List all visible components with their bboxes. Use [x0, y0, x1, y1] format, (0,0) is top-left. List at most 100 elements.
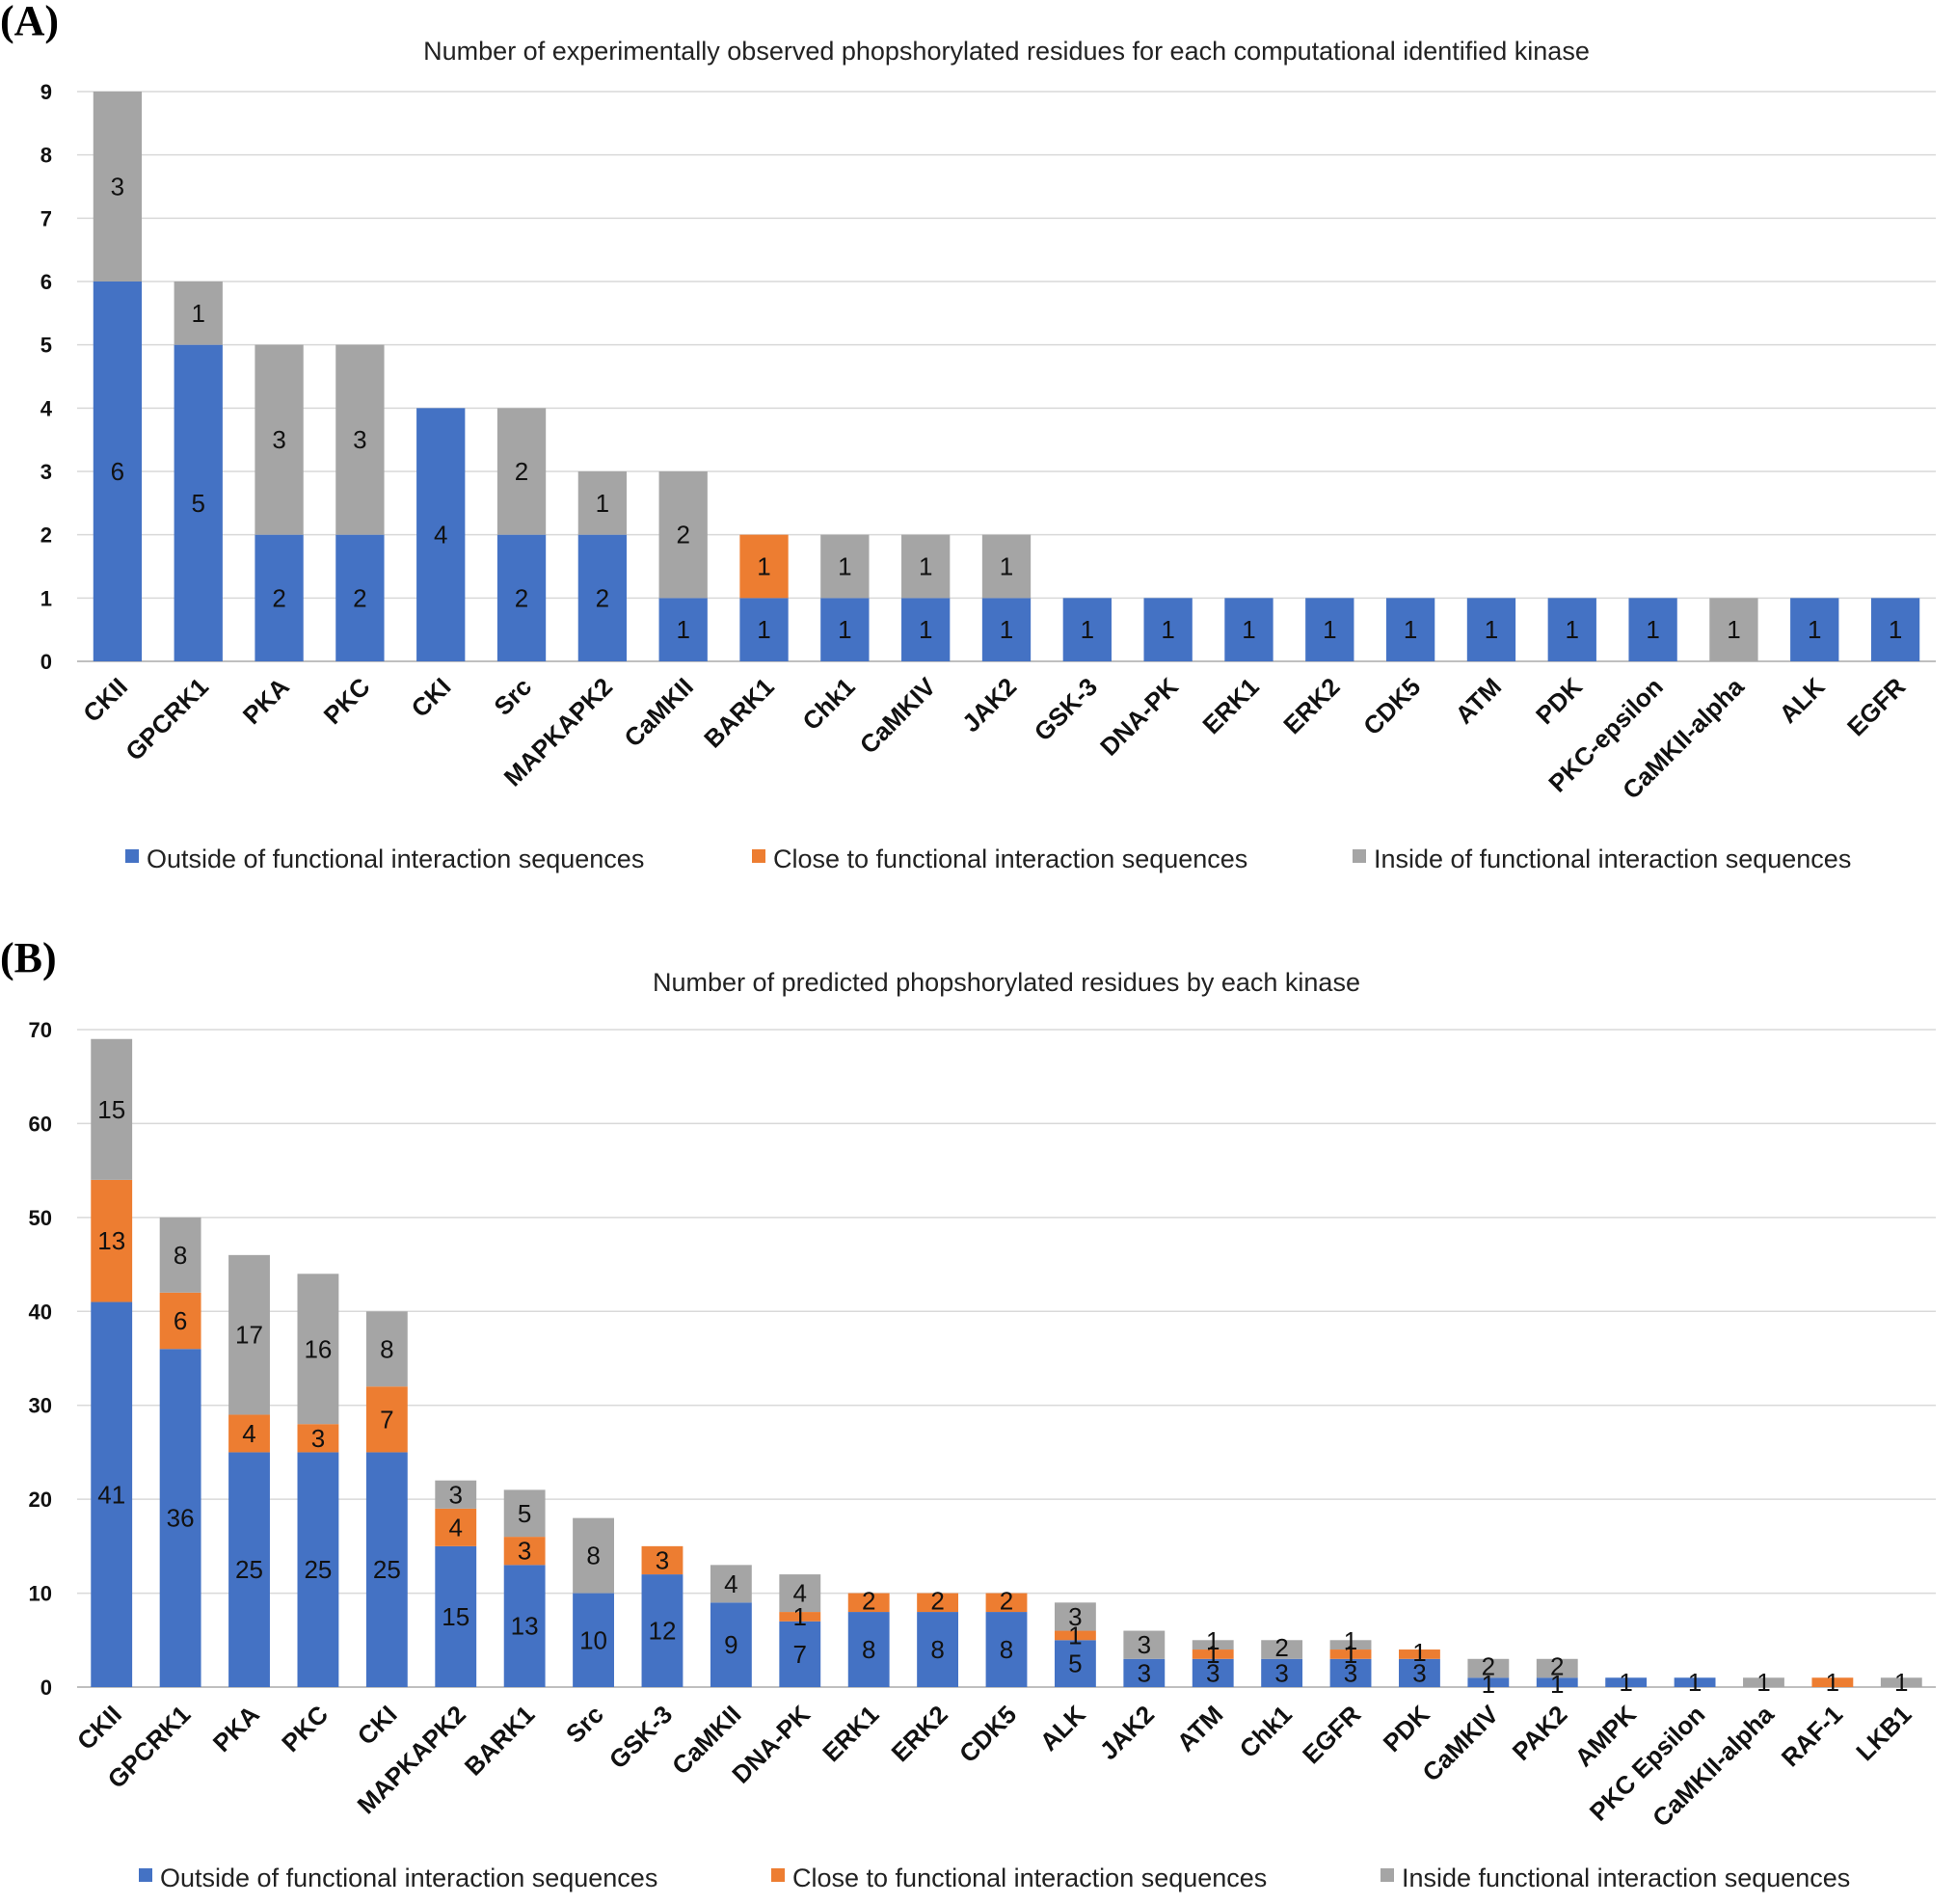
- bar-segment-inside: [710, 1565, 752, 1603]
- panel-label: (A): [0, 0, 59, 44]
- y-tick-label: 70: [29, 1018, 52, 1042]
- x-tick-label: JAK2: [1094, 1700, 1160, 1765]
- bar-segment-outside: [710, 1602, 752, 1687]
- bar-segment-outside: [1224, 598, 1273, 661]
- x-tick-label: Chk1: [796, 672, 860, 736]
- data-label: 3: [1138, 1630, 1151, 1659]
- chart-title: Number of predicted phopshorylated resid…: [653, 968, 1360, 997]
- bar-segment-outside: [174, 344, 223, 661]
- x-tick-label: Chk1: [1234, 1700, 1298, 1763]
- bar-segment-close: [739, 534, 789, 599]
- bar-segment-close: [1329, 1649, 1372, 1659]
- data-label: 9: [724, 1630, 737, 1659]
- chart-panel-b: (B) Number of predicted phopshorylated re…: [0, 934, 1936, 1892]
- data-label: 8: [930, 1635, 944, 1664]
- bar-segment-inside: [159, 1217, 201, 1293]
- bar-segment-close: [228, 1414, 270, 1453]
- data-label: 25: [235, 1555, 263, 1584]
- legend-label: Outside of functional interaction sequen…: [160, 1864, 657, 1892]
- bar-segment-close: [985, 1593, 1028, 1613]
- data-label: 2: [1550, 1652, 1564, 1681]
- data-label: 1: [919, 552, 932, 581]
- bar-segment-close: [917, 1593, 959, 1613]
- data-label: 1: [1068, 1621, 1082, 1649]
- data-label: 2: [353, 583, 366, 612]
- x-tick-label: PDK: [1530, 672, 1588, 730]
- bar-segment-outside: [1628, 598, 1677, 661]
- legend-label: Outside of functional interaction sequen…: [147, 845, 644, 873]
- bar-segment-outside: [91, 1301, 133, 1687]
- data-label: 2: [930, 1586, 944, 1615]
- legend-swatch: [1353, 849, 1366, 863]
- data-label: 3: [1412, 1658, 1426, 1687]
- bar-segment-outside: [416, 408, 466, 661]
- data-label: 8: [586, 1542, 600, 1570]
- bar-segment-outside: [365, 1452, 408, 1687]
- bar-segment-inside: [503, 1489, 546, 1538]
- bar-segment-outside: [1261, 1658, 1303, 1687]
- data-label: 3: [1274, 1658, 1288, 1687]
- legend-item-inside: Inside functional interaction sequences: [1381, 1864, 1850, 1892]
- bar-segment-inside: [335, 344, 385, 535]
- bar-segment-outside: [577, 534, 628, 661]
- data-label: 1: [1756, 1668, 1770, 1697]
- legend-swatch: [139, 1868, 152, 1882]
- data-label: 3: [518, 1537, 531, 1566]
- data-label: 3: [353, 425, 366, 454]
- x-tick-label: PAK2: [1507, 1700, 1573, 1766]
- bar-segment-outside: [573, 1593, 614, 1687]
- legend-swatch: [125, 849, 139, 863]
- x-tick-label: ATM: [1171, 1700, 1229, 1757]
- x-tick-label: ERK1: [817, 1700, 884, 1767]
- bar-segment-inside: [435, 1480, 477, 1509]
- data-label: 1: [1412, 1638, 1426, 1667]
- x-tick-label: ALK: [1034, 1700, 1091, 1757]
- data-label: 4: [434, 521, 447, 550]
- bar-segment-close: [503, 1537, 546, 1566]
- bar-segment-close: [847, 1593, 890, 1613]
- bar-segment-outside: [1466, 598, 1516, 661]
- y-tick-label: 2: [40, 523, 52, 548]
- x-tick-label: CaMKIV: [854, 672, 942, 760]
- y-tick-label: 5: [40, 334, 52, 358]
- y-tick-label: 6: [40, 270, 52, 294]
- data-label: 1: [1482, 1670, 1495, 1699]
- legend-swatch: [752, 849, 765, 863]
- x-tick-label: GSK-3: [1029, 672, 1103, 746]
- bar-segment-outside: [1143, 598, 1193, 661]
- bar-segment-outside: [641, 1574, 684, 1687]
- legend-item-outside: Outside of functional interaction sequen…: [125, 845, 644, 873]
- y-tick-label: 60: [29, 1112, 52, 1136]
- y-tick-label: 30: [29, 1394, 52, 1418]
- bar-segment-outside: [658, 598, 708, 661]
- bar-segment-inside: [573, 1517, 614, 1594]
- y-tick-label: 0: [40, 1676, 52, 1700]
- data-label: 1: [1619, 1668, 1632, 1697]
- y-tick-label: 1: [40, 586, 52, 610]
- y-tick-label: 50: [29, 1206, 52, 1230]
- bar-segment-outside: [435, 1545, 477, 1687]
- x-tick-label: ERK1: [1196, 672, 1264, 739]
- data-label: 3: [111, 173, 124, 201]
- bar-segment-outside: [1399, 1658, 1440, 1687]
- bar-segment-close: [435, 1508, 477, 1546]
- x-tick-label: JAK2: [956, 672, 1022, 737]
- data-label: 1: [1344, 1626, 1357, 1655]
- data-label: 16: [304, 1334, 332, 1363]
- bar-segment-inside: [820, 534, 870, 599]
- bar-segment-inside: [297, 1274, 339, 1425]
- data-label: 2: [1482, 1652, 1495, 1681]
- legend-item-inside: Inside of functional interaction sequenc…: [1353, 845, 1851, 873]
- data-label: 1: [1081, 615, 1094, 644]
- x-tick-label: PDK: [1378, 1700, 1435, 1757]
- x-tick-label: GSK-3: [603, 1700, 678, 1774]
- y-tick-label: 4: [40, 396, 53, 420]
- x-tick-label: CKII: [71, 1700, 127, 1756]
- bar-segment-inside: [228, 1254, 270, 1415]
- x-tick-label: EGFR: [1841, 672, 1911, 741]
- x-tick-label: CKII: [77, 672, 133, 728]
- data-label: 36: [167, 1504, 195, 1533]
- bar-segment-outside: [1547, 598, 1596, 661]
- bar-segment-inside: [1123, 1630, 1166, 1659]
